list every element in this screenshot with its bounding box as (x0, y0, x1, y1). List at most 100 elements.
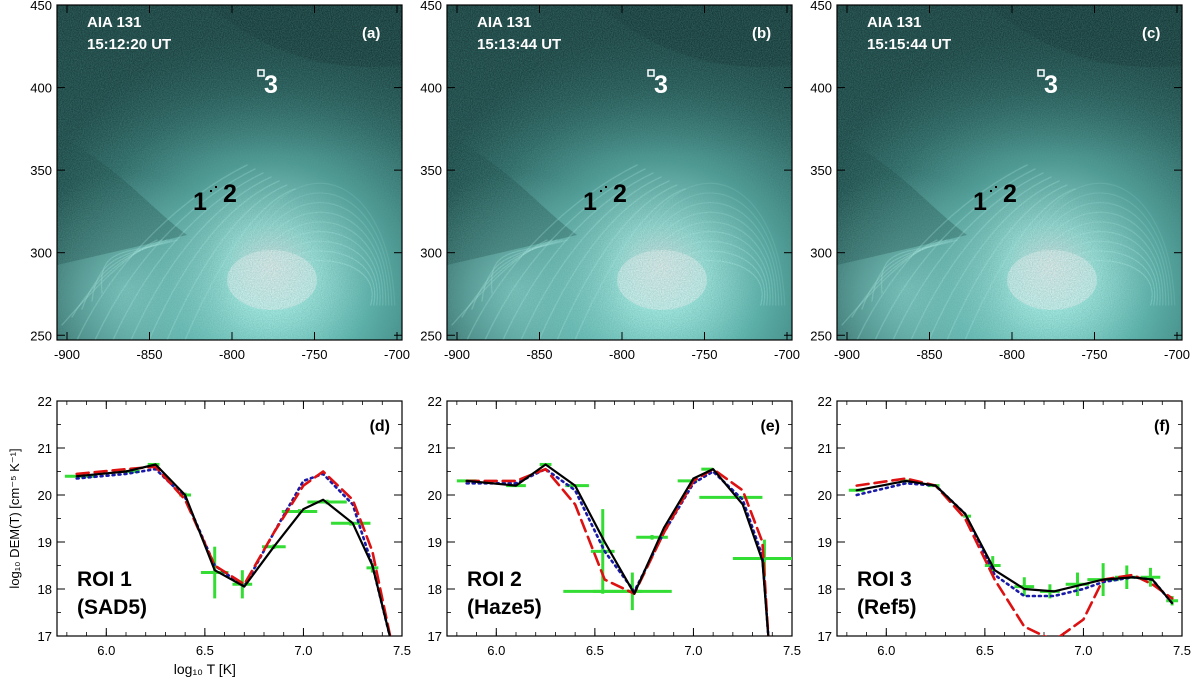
roi3-box (1037, 69, 1045, 77)
roi-label: ROI 2 (467, 568, 522, 591)
y-tick-label: 18 (38, 582, 52, 597)
y-tick-label: 19 (818, 535, 832, 550)
roi2-box (995, 186, 997, 188)
y-tick-label: 450 (420, 0, 442, 13)
panel-label: (e) (760, 418, 780, 435)
x-tick-label: -750 (1081, 347, 1107, 362)
panel-label: (f) (1154, 418, 1170, 435)
y-tick-label: 19 (428, 535, 442, 550)
roi3-box (647, 69, 655, 77)
y-tick-label: 250 (30, 328, 52, 343)
image-noise (837, 5, 1182, 340)
roi2-marker: 2 (223, 180, 237, 208)
y-tick-label: 400 (810, 81, 832, 96)
instrument-label: AIA 131 (867, 14, 921, 31)
x-tick-label: -850 (916, 347, 942, 362)
x-tick-label: 6.0 (487, 643, 505, 658)
x-tick-label: -700 (1164, 347, 1190, 362)
roi1-marker: 1 (583, 188, 597, 216)
x-tick-label: -800 (999, 347, 1025, 362)
series-solid-line (75, 463, 391, 636)
x-tick-label: -700 (774, 347, 800, 362)
x-tick-label: -900 (444, 347, 470, 362)
x-tick-label: 7.0 (1074, 643, 1092, 658)
y-tick-label: 21 (818, 441, 832, 456)
x-tick-label: 7.0 (294, 643, 312, 658)
error-bar (636, 534, 668, 540)
image-panel-c: AIA 131 15:15:44 UT (c) 3 1 2 -900 -850 -800 -750… (810, 0, 1190, 362)
roi1-box (990, 190, 992, 192)
y-tick-label: 22 (818, 394, 832, 409)
y-tick-label: 350 (30, 163, 52, 178)
x-tick-label: 6.5 (976, 643, 994, 658)
x-tick-label: 6.5 (586, 643, 604, 658)
x-tick-label: 7.5 (783, 643, 801, 658)
panel-label: (a) (362, 25, 380, 42)
x-tick-label: -850 (136, 347, 162, 362)
x-tick-label: 6.0 (97, 643, 115, 658)
region-label: (Haze5) (467, 596, 542, 619)
x-tick-label: 7.0 (684, 643, 702, 658)
timestamp-label: 15:12:20 UT (87, 36, 171, 53)
plot-frame (446, 400, 793, 637)
instrument-label: AIA 131 (477, 14, 531, 31)
x-tick-label: -850 (526, 347, 552, 362)
roi-label: ROI 1 (77, 568, 132, 591)
x-tick-label: 6.5 (196, 643, 214, 658)
x-tick-label: 7.5 (393, 643, 411, 658)
y-tick-label: 20 (428, 488, 442, 503)
dem-panel-e: 6.0 6.5 7.0 7.5 22 21 20 19 18 17 (e) ROI 2 (Haze5) (428, 394, 802, 658)
image-panel-a: AIA 131 15:12:20 UT (a) 3 1 2 -900 -850 -800 -750… (30, 0, 410, 362)
x-tick-label: -900 (54, 347, 80, 362)
roi2-box (215, 186, 217, 188)
roi3-marker: 3 (1044, 71, 1058, 99)
error-bar (1140, 567, 1161, 587)
plot-frame (836, 400, 1183, 637)
series-dotted-line (75, 467, 392, 636)
image-noise (447, 5, 792, 340)
region-label: (SAD5) (77, 596, 147, 619)
timestamp-label: 15:15:44 UT (867, 36, 951, 53)
dem-panels: 6.0 6.5 7.0 7.5 22 21 20 19 18 17 (d) ROI 1 (SAD5) lo… (7, 394, 1191, 677)
y-tick-label: 300 (810, 246, 832, 261)
dem-panel-f: 6.0 6.5 7.0 7.5 22 21 20 19 18 17 (f) ROI 3 (Ref5) (818, 394, 1192, 658)
y-tick-label: 300 (420, 246, 442, 261)
y-tick-label: 400 (30, 81, 52, 96)
y-tick-label: 17 (818, 629, 832, 644)
y-tick-label: 250 (420, 328, 442, 343)
y-tick-label: 300 (30, 246, 52, 261)
series-dotted-line (855, 482, 1174, 605)
y-axis-label: log₁₀ DEM(T) [cm⁻⁵ K⁻¹] (7, 448, 22, 588)
x-tick-label: -700 (384, 347, 410, 362)
x-tick-label: -900 (834, 347, 860, 362)
series-dashed-line (75, 465, 392, 636)
y-tick-label: 350 (810, 163, 832, 178)
roi3-marker: 3 (654, 71, 668, 99)
y-tick-label: 18 (818, 582, 832, 597)
y-tick-label: 21 (38, 441, 52, 456)
y-tick-label: 21 (428, 441, 442, 456)
y-tick-label: 450 (810, 0, 832, 13)
roi2-marker: 2 (613, 180, 627, 208)
image-noise (57, 5, 402, 340)
x-tick-label: -750 (691, 347, 717, 362)
series-solid-line (465, 463, 770, 636)
roi1-marker: 1 (973, 188, 987, 216)
y-tick-label: 22 (428, 394, 442, 409)
region-label: (Ref5) (857, 596, 917, 619)
roi-label: ROI 3 (857, 568, 912, 591)
x-tick-label: -750 (301, 347, 327, 362)
x-axis-label: log₁₀ T [K] (174, 661, 236, 677)
x-tick-label: -800 (609, 347, 635, 362)
roi1-box (210, 190, 212, 192)
y-tick-label: 250 (810, 328, 832, 343)
plot-frame (56, 400, 403, 637)
y-tick-label: 450 (30, 0, 52, 13)
series-solid-line (855, 479, 1174, 605)
y-tick-label: 20 (818, 488, 832, 503)
error-bar (1014, 577, 1035, 597)
panel-label: (b) (752, 25, 771, 42)
instrument-label: AIA 131 (87, 14, 141, 31)
